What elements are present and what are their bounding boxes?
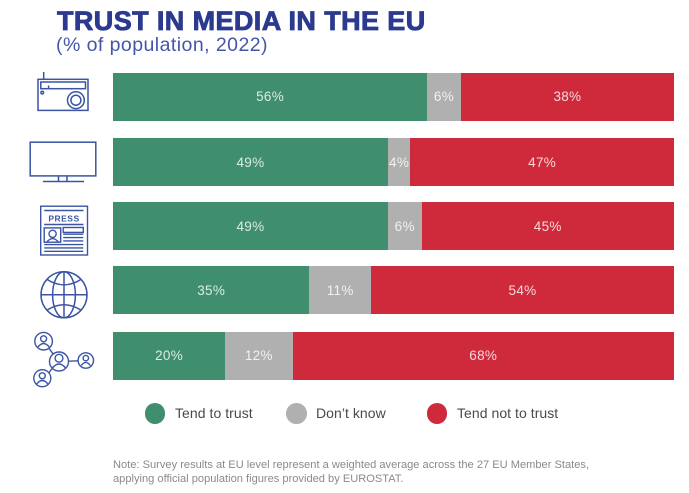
svg-text:PRESS: PRESS [48, 214, 79, 224]
